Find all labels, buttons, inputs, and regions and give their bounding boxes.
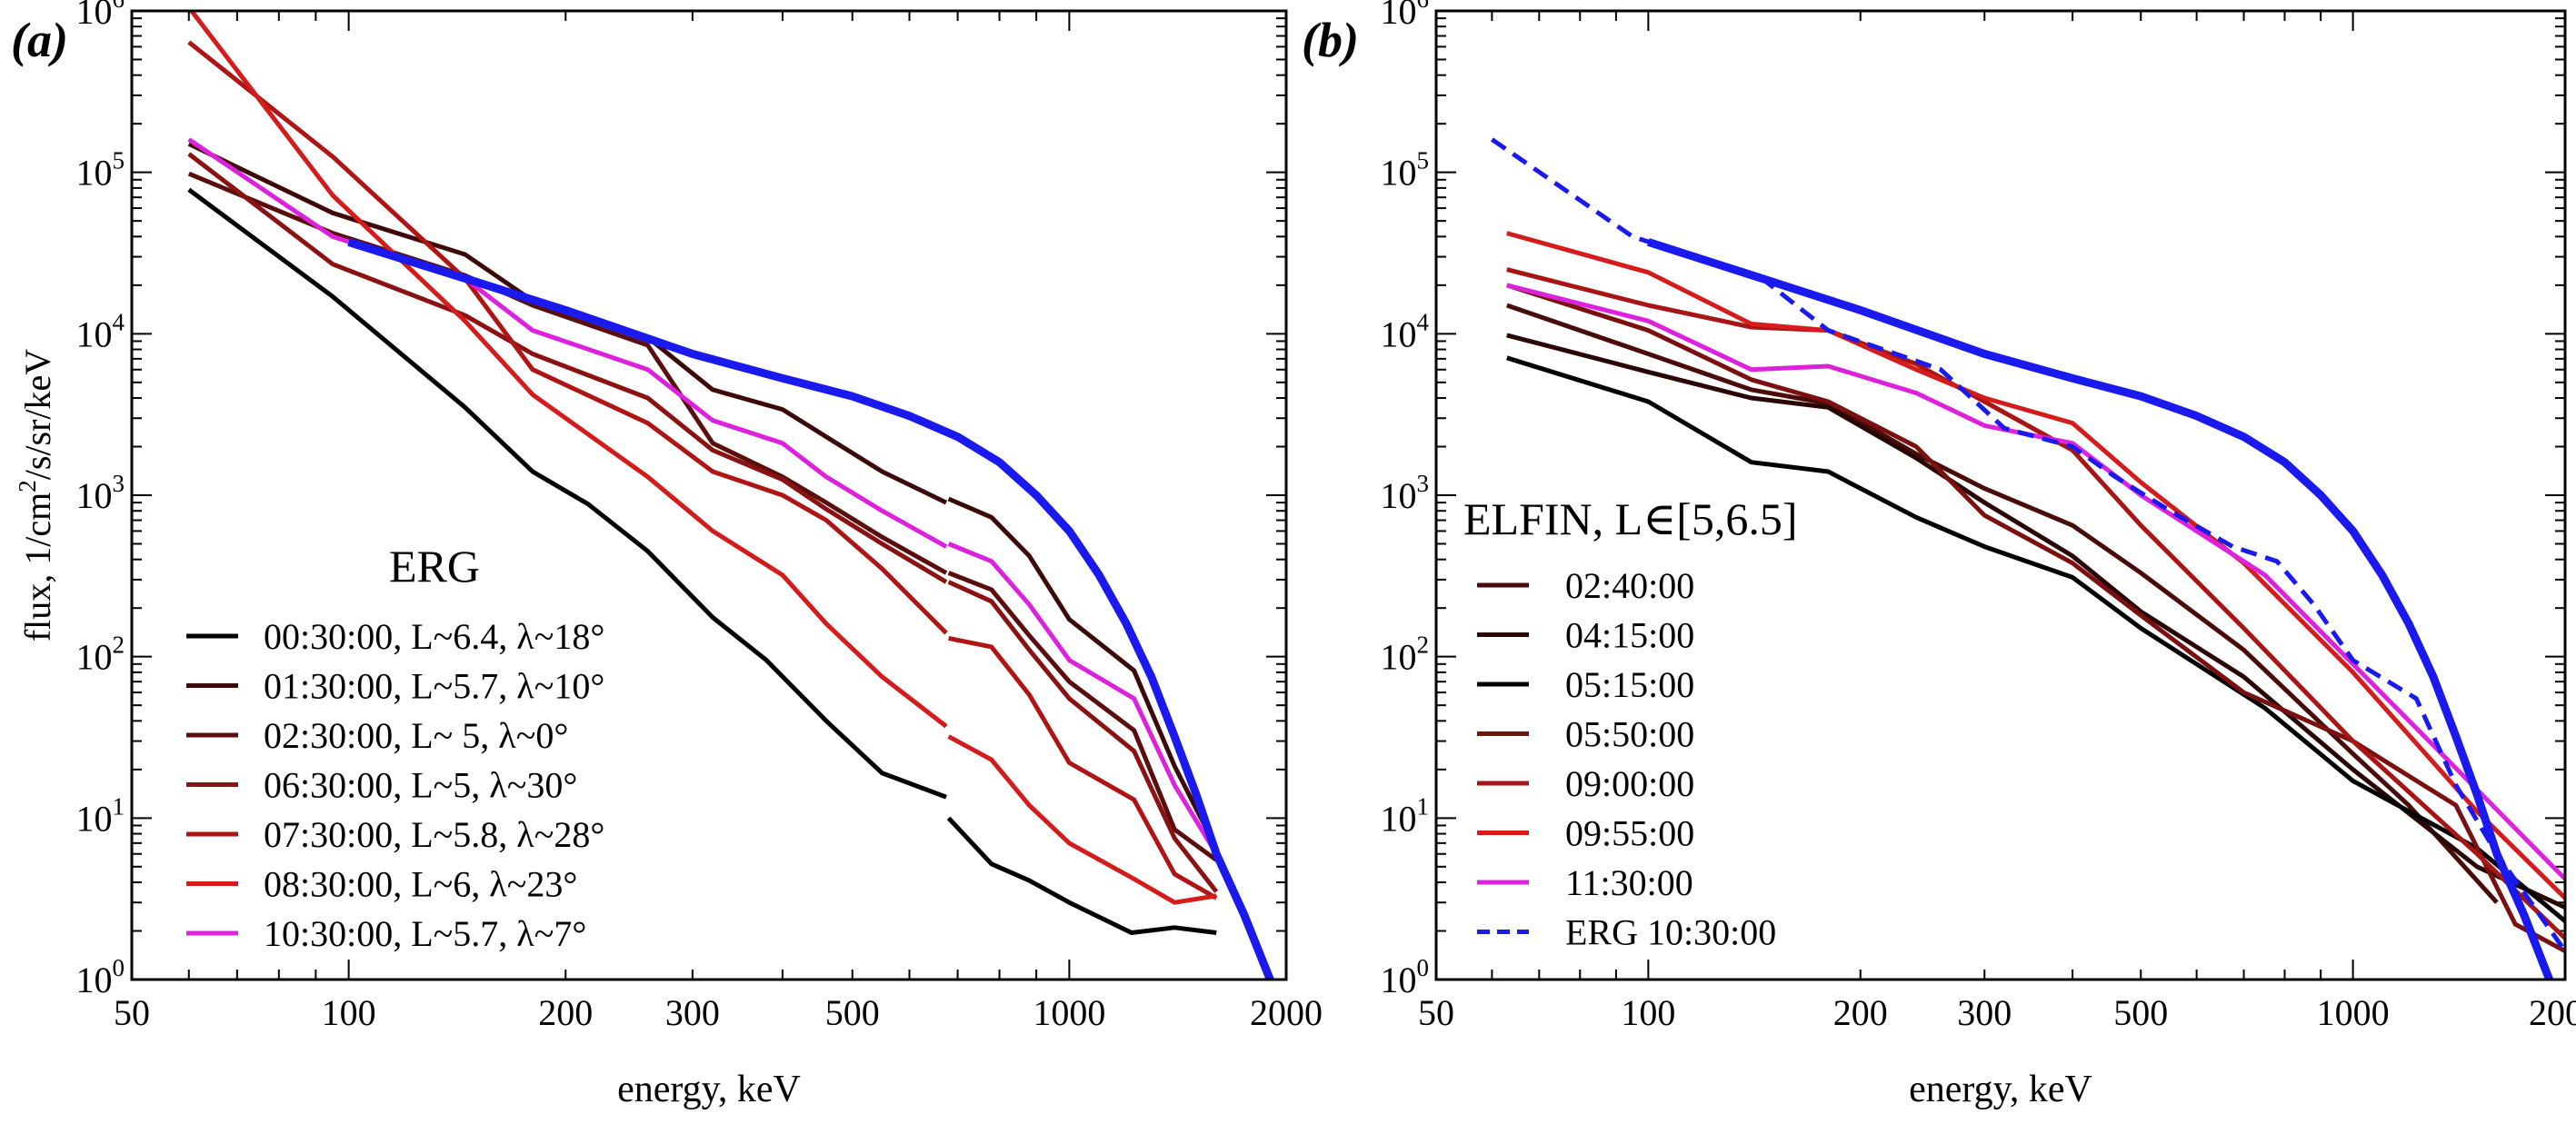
legend-entry-2: 05:15:00: [1565, 664, 1694, 705]
legend-entry-0: 00:30:00, L~6.4, λ~18°: [264, 616, 604, 657]
y-tick-label: 105: [76, 147, 125, 194]
panel-a: 50 100 200 300 500 1000 2000100101102103104105…: [11, 0, 1323, 1110]
series-line-1-seg-0: [187, 142, 948, 505]
series-line-2-seg-1: [947, 571, 1218, 862]
series-line-3-seg-0: [187, 152, 948, 584]
series-line-3-seg-1: [947, 580, 1219, 893]
legend-entry-3: 05:50:00: [1565, 714, 1694, 755]
x-tick-label: 2000: [2529, 992, 2576, 1033]
legend-entry-5: 09:55:00: [1565, 813, 1694, 854]
x-tick-label: 1000: [1033, 992, 1105, 1033]
series-line-5-seg-0: [1506, 231, 2565, 900]
panel-label: (b): [1302, 13, 1359, 67]
model-fit-curve-seg-0: [347, 238, 1274, 980]
x-tick-label: 500: [2113, 992, 2168, 1033]
model-fit-curve-seg-0: [1647, 238, 2553, 980]
series-line-5-seg-1: [947, 734, 1217, 905]
y-tick-label: 103: [76, 470, 125, 516]
y-tick-label: 105: [1381, 147, 1430, 194]
legend-entry-6: 10:30:00, L~5.7, λ~7°: [264, 913, 586, 954]
x-tick-label: 200: [538, 992, 593, 1033]
y-tick-label: 100: [76, 954, 125, 1000]
panel-label: (a): [11, 13, 68, 67]
series-line-4-seg-0: [1506, 267, 2565, 940]
series-line-7-seg-0: [1490, 137, 2565, 953]
ticks: [1435, 11, 2566, 980]
series-line-4-seg-0: [187, 40, 948, 635]
y-tick-label: 106: [76, 0, 125, 32]
legend-entry-7: ERG 10:30:00: [1565, 912, 1776, 953]
legend-title: ERG: [389, 541, 480, 592]
series-group: [187, 11, 1274, 980]
x-tick-label: 500: [825, 992, 880, 1033]
y-tick-label: 101: [76, 792, 125, 839]
x-tick-label: 2000: [1250, 992, 1323, 1033]
series-line-2-seg-0: [1506, 355, 2565, 923]
plot-frame: [130, 9, 1288, 981]
y-tick-label: 102: [1381, 632, 1430, 678]
x-tick-label: 300: [1957, 992, 2012, 1033]
y-tick-label: 104: [76, 308, 125, 354]
x-tick-label: 50: [1418, 992, 1454, 1033]
legend-entry-1: 01:30:00, L~5.7, λ~10°: [264, 666, 604, 707]
series-line-6-seg-1: [947, 542, 1219, 855]
y-tick-label: 104: [1381, 308, 1430, 354]
series-line-1-seg-0: [1506, 333, 2565, 910]
x-tick-label: 300: [665, 992, 720, 1033]
x-tick-label: 100: [322, 992, 376, 1033]
legend-entry-1: 04:15:00: [1565, 615, 1694, 656]
series-line-0-seg-1: [946, 816, 1217, 935]
x-tick-label: 1000: [2317, 992, 2390, 1033]
x-tick-label: 200: [1833, 992, 1888, 1033]
series-line-4-seg-1: [948, 635, 1218, 900]
ticks: [131, 11, 1287, 980]
series-line-0-seg-0: [187, 187, 947, 800]
legend-entry-6: 11:30:00: [1565, 862, 1693, 903]
x-tick-label: 50: [114, 992, 150, 1033]
x-tick-label: 100: [1621, 992, 1675, 1033]
series-line-3-seg-0: [1506, 283, 2565, 953]
legend-entry-5: 08:30:00, L~6, λ~23°: [264, 864, 577, 905]
legend-entry-4: 07:30:00, L~5.8, λ~28°: [264, 814, 604, 855]
y-tick-label: 100: [1381, 954, 1430, 1000]
legend-entry-4: 09:00:00: [1565, 763, 1694, 804]
legend-entry-0: 02:40:00: [1565, 565, 1694, 606]
legend: ERG 00:30:00, L~6.4, λ~18° 01:30:00, L~5.7…: [186, 541, 604, 954]
legend: ELFIN, L∈[5,6.5] 02:40:00 04:15:00 05:15:00…: [1463, 493, 1798, 953]
x-axis-label: energy, keV: [1909, 1069, 2092, 1110]
panel-b: 5010020030050010002000100101102103104105…: [1302, 0, 2576, 1110]
plot-frame: [1434, 9, 2567, 981]
y-tick-label: 103: [1381, 470, 1430, 516]
y-tick-label: 102: [76, 632, 125, 678]
y-axis-label: flux, 1/cm2/s/sr/keV: [14, 349, 58, 642]
series-group: [1490, 137, 2565, 980]
legend-entry-2: 02:30:00, L~ 5, λ~0°: [264, 715, 568, 756]
series-line-0-seg-0: [1505, 303, 2499, 904]
y-tick-label: 101: [1381, 792, 1430, 839]
legend-entry-3: 06:30:00, L~5, λ~30°: [264, 765, 577, 806]
series-line-1-seg-1: [947, 496, 1219, 850]
x-axis-label: energy, keV: [617, 1069, 801, 1110]
y-tick-label: 106: [1381, 0, 1430, 32]
legend-title: ELFIN, L∈[5,6.5]: [1463, 493, 1798, 544]
